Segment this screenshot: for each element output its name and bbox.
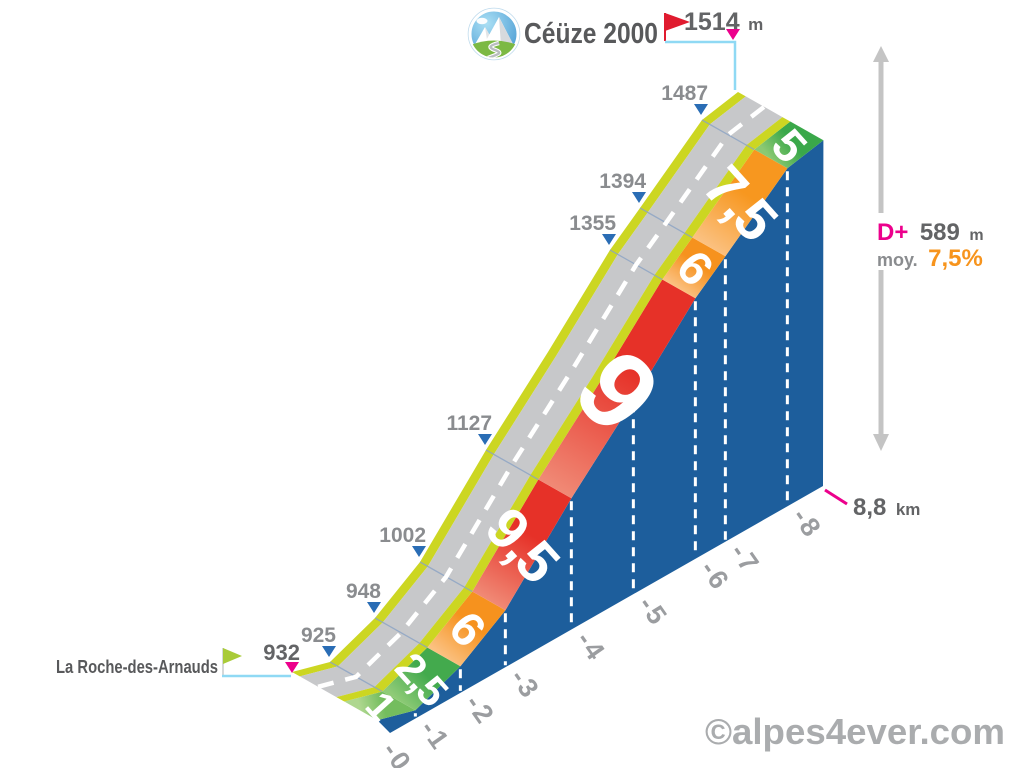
elevation-marker-triangle bbox=[694, 104, 708, 115]
road-km-line bbox=[374, 617, 428, 649]
distance-value: 8,8 bbox=[853, 494, 886, 521]
distance-stat: 8,8 km bbox=[853, 494, 920, 521]
gradient-segment bbox=[344, 691, 416, 721]
elevation-gain-annotation: D+ 589 m moy. 7,5% bbox=[873, 46, 984, 451]
profile-3d: 12,569,5967,55-0-1-2-3-4-5-6-7-892594810… bbox=[292, 82, 828, 768]
km-axis-label: -8 bbox=[786, 503, 828, 545]
watermark: ©alpes4ever.com bbox=[705, 711, 1005, 752]
elevation-marker-triangle bbox=[632, 192, 646, 203]
summit-elevation-unit: m bbox=[748, 15, 763, 34]
gradient-segment bbox=[382, 647, 461, 711]
km-axis-label: -1 bbox=[414, 715, 456, 757]
km-axis-label: -4 bbox=[570, 626, 612, 668]
logo-cloud bbox=[476, 17, 488, 25]
elevation-marker-label: 1394 bbox=[599, 170, 646, 193]
dplus-value: 589 bbox=[920, 219, 960, 246]
gradient-segment bbox=[692, 149, 788, 257]
dplus-unit: m bbox=[969, 227, 983, 244]
start-flag-icon bbox=[223, 648, 242, 664]
arrow-down-icon bbox=[873, 434, 889, 451]
gradient-segment bbox=[754, 121, 824, 169]
gain-stat: D+ 589 m bbox=[877, 219, 984, 246]
start-annotation: La Roche-des-Arnauds 932 bbox=[56, 640, 300, 678]
logo-road bbox=[487, 41, 501, 58]
road-surface bbox=[299, 96, 783, 698]
elevation-marker-triangle bbox=[367, 602, 381, 613]
distance-unit: km bbox=[896, 500, 921, 519]
elevation-marker-triangle bbox=[478, 434, 492, 445]
road-km-line bbox=[701, 119, 755, 151]
elevation-marker-label: 1002 bbox=[379, 524, 426, 547]
elevation-marker-label: 948 bbox=[346, 580, 381, 603]
gradient-segment bbox=[427, 591, 506, 667]
climb-logo-icon bbox=[467, 7, 521, 61]
avg-gradient-stat: moy. 7,5% bbox=[877, 245, 983, 272]
elevation-marker-triangle bbox=[412, 546, 426, 557]
start-marker-triangle bbox=[285, 662, 299, 673]
distance-leader-line bbox=[824, 488, 848, 506]
elevation-marker-label: 1355 bbox=[569, 212, 616, 235]
avg-label: moy. bbox=[877, 250, 918, 270]
page-title: Céüze 2000 bbox=[524, 18, 658, 50]
summit-flag-icon bbox=[665, 13, 690, 31]
gradient-segment bbox=[538, 279, 696, 499]
gradient-segment bbox=[472, 479, 572, 611]
road-km-line bbox=[485, 449, 539, 481]
logo-big-peak-shade bbox=[499, 17, 514, 46]
arrow-up-icon bbox=[873, 46, 889, 62]
km-axis-label: -0 bbox=[376, 736, 418, 768]
dplus-label: D+ bbox=[877, 219, 908, 246]
elevation-marker-label: 1487 bbox=[661, 82, 708, 105]
elevation-marker-triangle bbox=[602, 234, 616, 245]
km-axis-label: -5 bbox=[632, 590, 674, 632]
summit-marker-triangle bbox=[726, 29, 740, 40]
km-axis-label: -2 bbox=[459, 689, 501, 731]
summit-elevation: 1514 m bbox=[684, 8, 763, 36]
header: Céüze 2000 1514 m bbox=[467, 7, 763, 90]
elevation-marker-triangle bbox=[322, 646, 336, 657]
elevation-marker-label: 1127 bbox=[446, 412, 492, 435]
start-elevation: 932 bbox=[263, 640, 300, 665]
elevation-marker-label: 925 bbox=[301, 624, 336, 647]
avg-value: 7,5% bbox=[928, 245, 983, 272]
start-place-label: La Roche-des-Arnauds bbox=[56, 657, 218, 677]
profile-side-wall bbox=[377, 140, 824, 733]
km-axis-label: -3 bbox=[504, 663, 546, 705]
road-center-line bbox=[317, 105, 766, 689]
gradient-segment bbox=[662, 237, 726, 299]
summit-leader-line bbox=[665, 40, 737, 90]
distance-annotation: 8,8 km bbox=[824, 488, 920, 521]
